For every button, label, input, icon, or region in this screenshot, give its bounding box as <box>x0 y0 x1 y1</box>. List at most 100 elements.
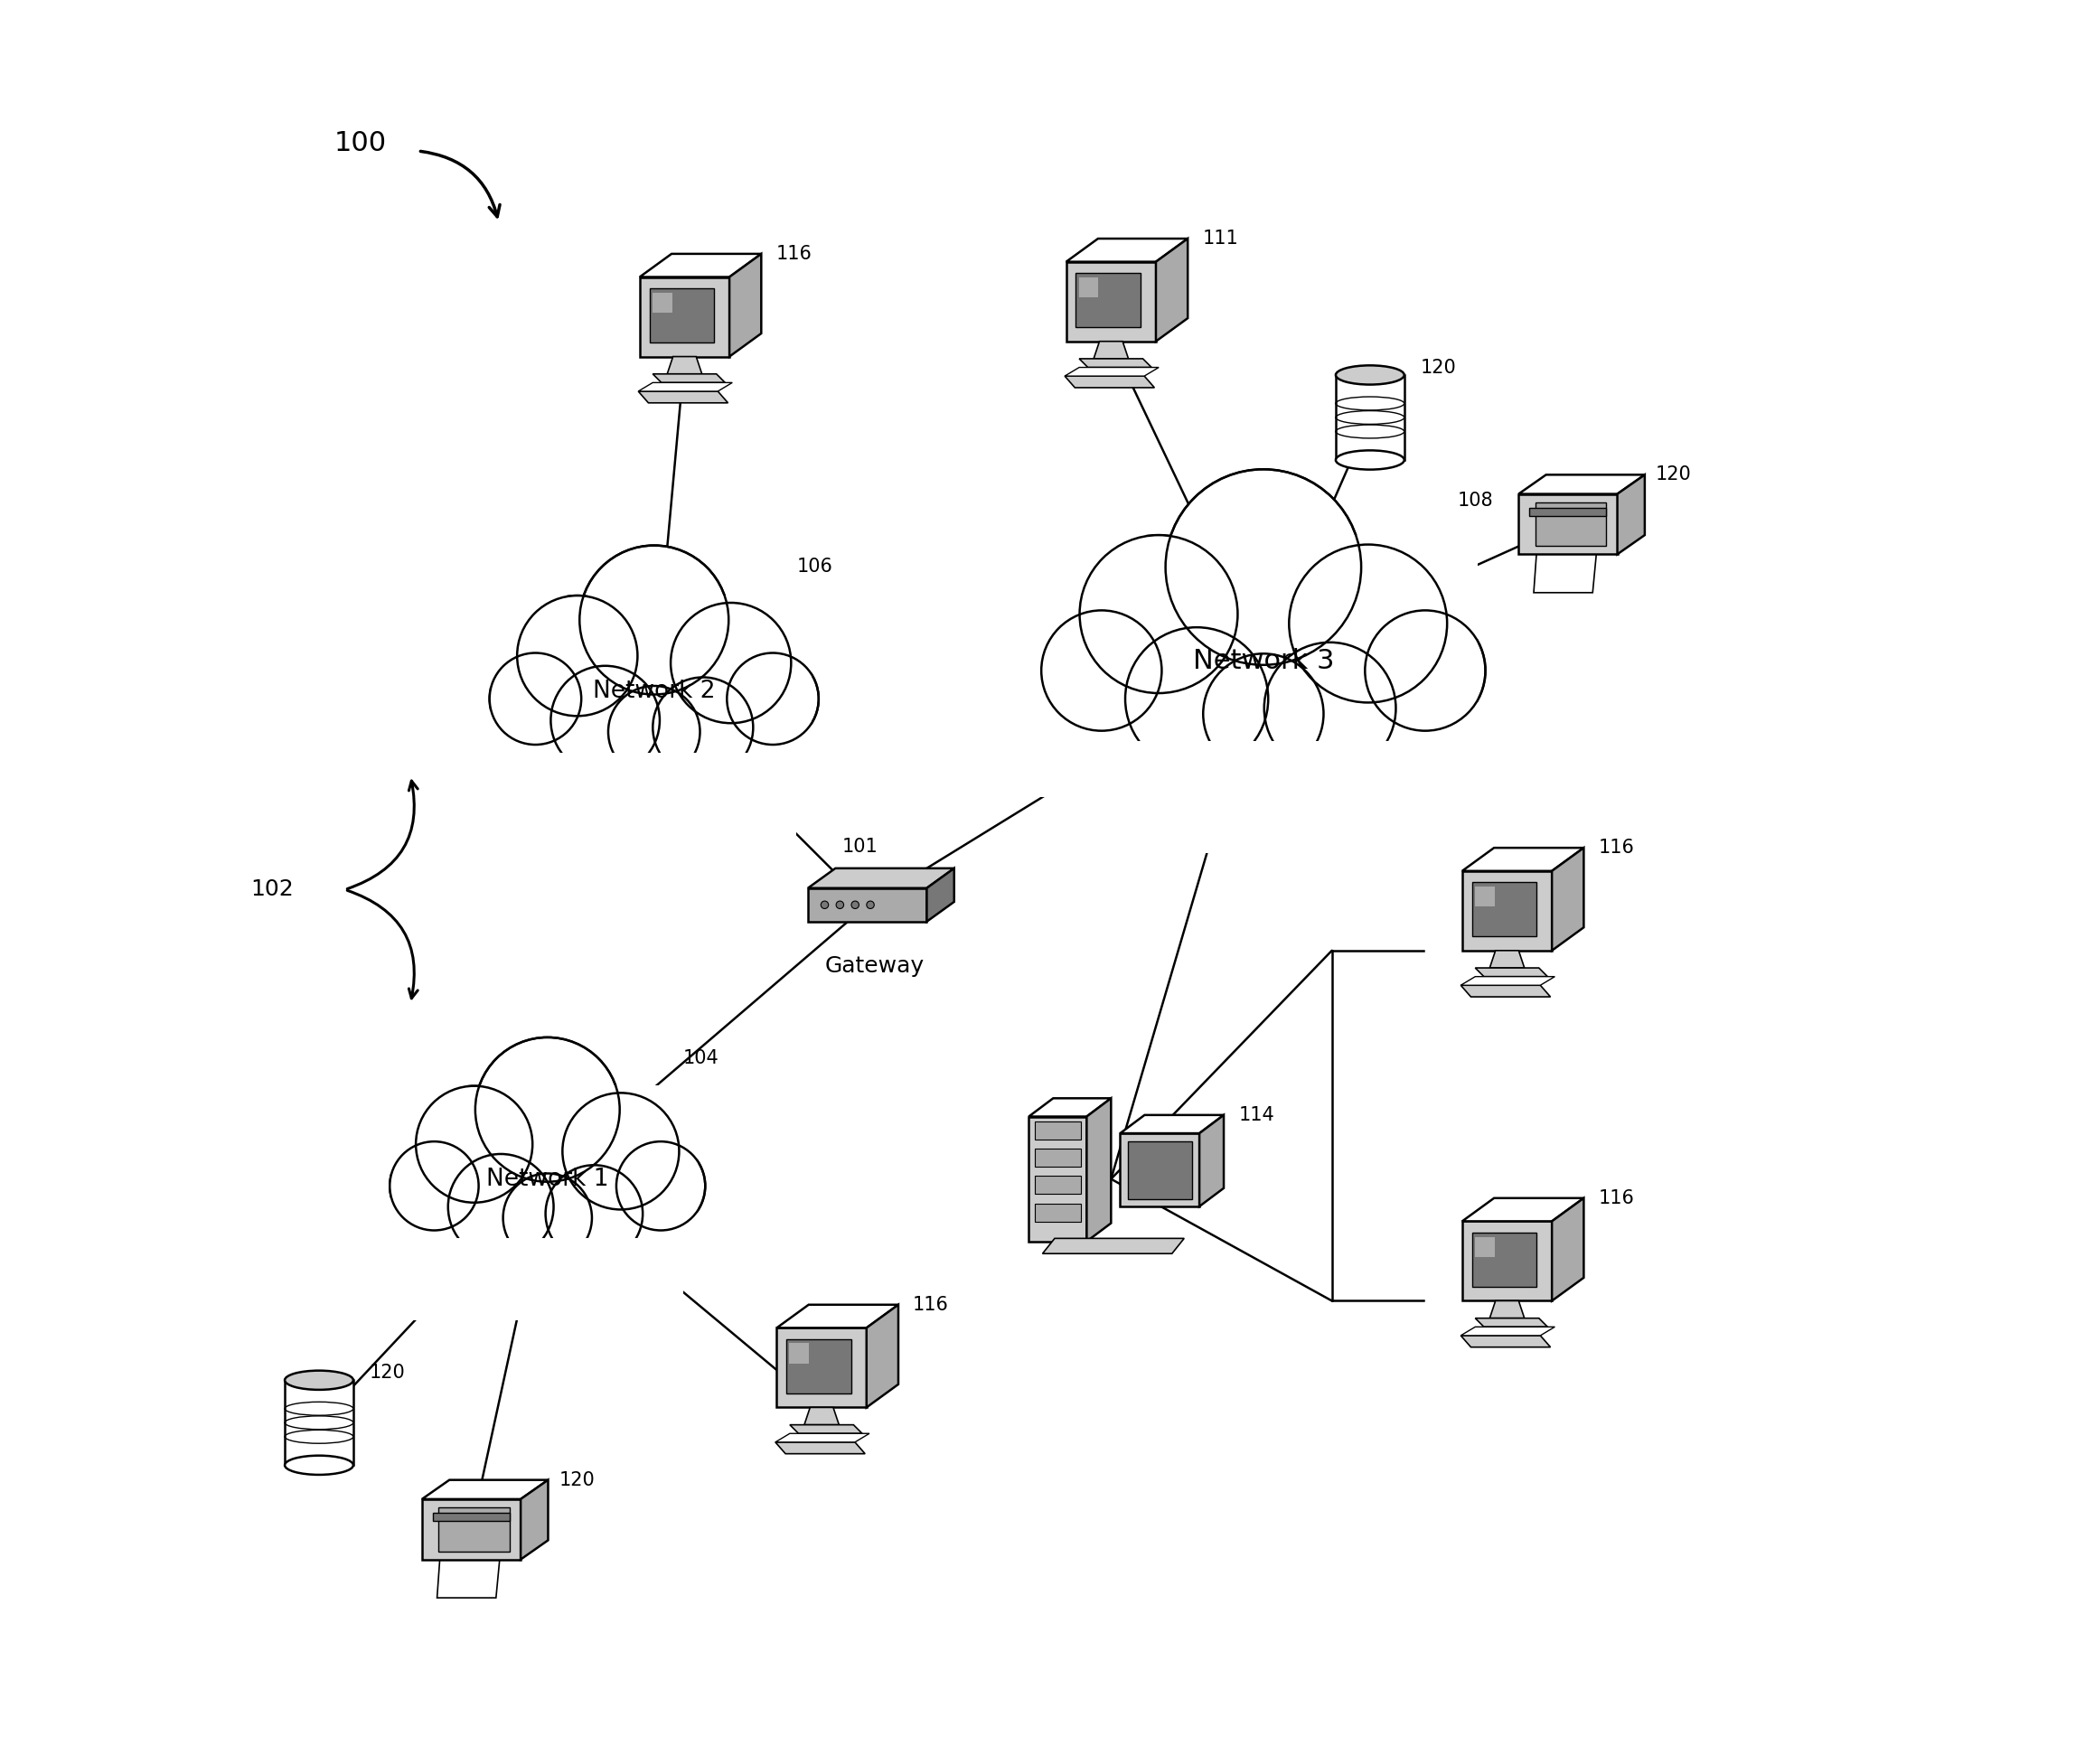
Polygon shape <box>638 392 728 402</box>
Polygon shape <box>1462 986 1551 997</box>
Polygon shape <box>648 288 713 342</box>
Polygon shape <box>807 887 926 921</box>
Polygon shape <box>1080 358 1151 367</box>
FancyArrowPatch shape <box>348 891 417 998</box>
Text: 101: 101 <box>842 838 878 856</box>
Polygon shape <box>1034 1122 1080 1140</box>
Circle shape <box>1264 642 1395 774</box>
Polygon shape <box>1476 968 1547 977</box>
Polygon shape <box>1489 951 1524 968</box>
Polygon shape <box>1034 1148 1080 1166</box>
Polygon shape <box>421 1499 521 1559</box>
Bar <box>1047 741 1457 854</box>
Text: 116: 116 <box>776 245 811 263</box>
Polygon shape <box>807 868 955 887</box>
Polygon shape <box>434 1514 509 1521</box>
Polygon shape <box>1472 1233 1537 1286</box>
Text: 102: 102 <box>250 878 294 900</box>
Circle shape <box>671 603 790 723</box>
Circle shape <box>867 901 874 908</box>
Circle shape <box>550 665 659 774</box>
Polygon shape <box>1028 1099 1111 1117</box>
Text: 116: 116 <box>1599 838 1635 857</box>
Circle shape <box>475 1037 619 1182</box>
Polygon shape <box>1128 1141 1193 1200</box>
Circle shape <box>609 686 701 778</box>
Circle shape <box>490 653 582 744</box>
Circle shape <box>1366 610 1485 730</box>
Text: Network 1: Network 1 <box>486 1168 609 1191</box>
Circle shape <box>415 1087 532 1203</box>
Polygon shape <box>730 254 761 356</box>
Polygon shape <box>1095 342 1128 358</box>
Ellipse shape <box>1336 365 1403 385</box>
Circle shape <box>728 653 819 744</box>
Polygon shape <box>1462 1221 1551 1300</box>
Circle shape <box>1126 628 1268 771</box>
Polygon shape <box>778 1305 899 1328</box>
Ellipse shape <box>286 1371 352 1390</box>
FancyArrowPatch shape <box>421 152 500 217</box>
Circle shape <box>390 1141 480 1230</box>
Polygon shape <box>1530 508 1605 515</box>
Polygon shape <box>1474 1237 1495 1256</box>
Text: 120: 120 <box>1420 358 1457 376</box>
Polygon shape <box>438 1508 509 1551</box>
Polygon shape <box>1336 376 1403 460</box>
Polygon shape <box>1034 1203 1080 1222</box>
Circle shape <box>653 677 753 778</box>
Circle shape <box>517 596 638 716</box>
Polygon shape <box>776 1434 869 1443</box>
Polygon shape <box>1034 1177 1080 1194</box>
Polygon shape <box>1120 1115 1224 1132</box>
Circle shape <box>1040 610 1161 730</box>
Circle shape <box>1080 534 1238 693</box>
Polygon shape <box>667 356 703 374</box>
Circle shape <box>836 901 844 908</box>
Polygon shape <box>1462 871 1551 951</box>
Text: 114: 114 <box>1238 1106 1274 1124</box>
Circle shape <box>502 1173 592 1263</box>
Polygon shape <box>1065 367 1159 376</box>
Polygon shape <box>1065 238 1188 261</box>
Polygon shape <box>1078 277 1099 298</box>
Polygon shape <box>1518 475 1645 494</box>
Polygon shape <box>1476 1318 1547 1327</box>
Bar <box>490 596 811 796</box>
Ellipse shape <box>286 1455 352 1475</box>
Text: 100: 100 <box>334 131 388 157</box>
Text: 120: 120 <box>1655 466 1691 483</box>
Polygon shape <box>1462 977 1555 986</box>
Text: Network 3: Network 3 <box>1193 647 1334 674</box>
Polygon shape <box>1489 1300 1524 1318</box>
Bar <box>396 1238 684 1321</box>
Polygon shape <box>1065 261 1155 342</box>
Circle shape <box>1166 469 1362 665</box>
Polygon shape <box>421 1480 548 1499</box>
Polygon shape <box>521 1480 548 1559</box>
Text: 120: 120 <box>369 1364 407 1381</box>
Polygon shape <box>1535 534 1597 593</box>
Text: 111: 111 <box>1203 229 1238 247</box>
Polygon shape <box>790 1344 809 1364</box>
Polygon shape <box>1535 503 1605 547</box>
Circle shape <box>1203 654 1324 774</box>
Text: 116: 116 <box>1599 1189 1635 1207</box>
Polygon shape <box>438 1540 502 1598</box>
Polygon shape <box>1042 1238 1184 1254</box>
Polygon shape <box>1462 1327 1555 1335</box>
Text: 120: 120 <box>559 1471 594 1489</box>
Polygon shape <box>1028 1117 1086 1242</box>
Polygon shape <box>1618 475 1645 554</box>
Ellipse shape <box>1336 450 1403 469</box>
Circle shape <box>563 1094 680 1210</box>
FancyArrowPatch shape <box>348 781 417 889</box>
Polygon shape <box>1199 1115 1224 1207</box>
Polygon shape <box>1551 1198 1585 1300</box>
Polygon shape <box>1474 887 1495 907</box>
Polygon shape <box>640 277 730 356</box>
Polygon shape <box>1551 848 1585 951</box>
Polygon shape <box>1518 494 1618 554</box>
Bar <box>1040 534 1478 797</box>
Polygon shape <box>1462 1198 1585 1221</box>
